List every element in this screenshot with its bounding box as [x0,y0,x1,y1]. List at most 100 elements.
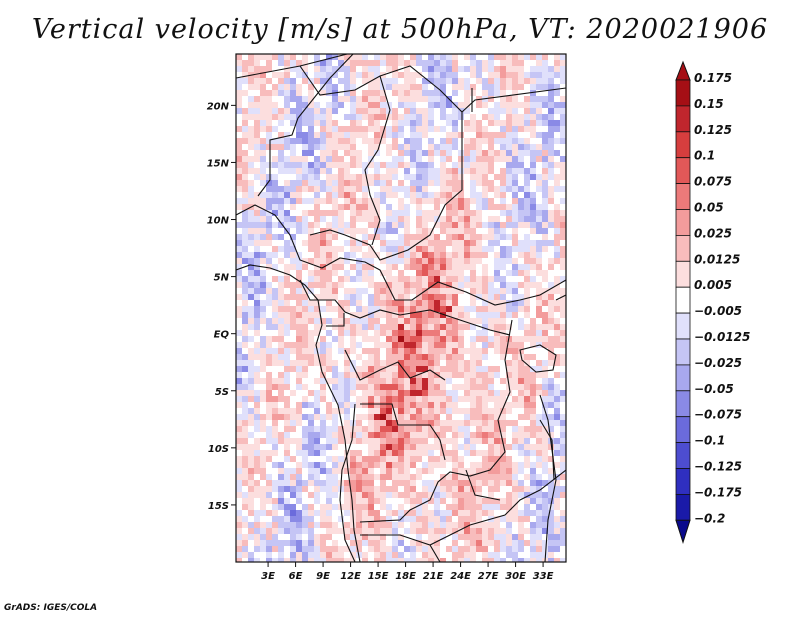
heatmap-cell [326,558,332,562]
heatmap-cell [476,276,482,282]
heatmap-cell [236,66,242,72]
heatmap-cell [338,294,344,300]
colorbar-label: 0.025 [694,226,732,240]
heatmap-cell [392,66,398,72]
heatmap-cell [356,342,362,348]
heatmap-cell [296,96,302,102]
heatmap-cell [260,138,266,144]
border-line [359,319,513,523]
heatmap-cell [464,270,470,276]
heatmap-cell [488,558,494,562]
heatmap-cell [272,198,278,204]
heatmap-cell [374,138,380,144]
heatmap-cell [470,402,476,408]
heatmap-cell [422,270,428,276]
heatmap-cell [506,486,512,492]
heatmap-cell [494,84,500,90]
heatmap-cell [344,234,350,240]
heatmap-cell [278,72,284,78]
heatmap-cell [536,444,542,450]
heatmap-cell [548,384,554,390]
heatmap-cell [290,444,296,450]
heatmap-cell [290,540,296,546]
heatmap-cell [338,558,344,562]
heatmap-cell [488,198,494,204]
heatmap-cell [380,426,386,432]
heatmap-cell [380,318,386,324]
heatmap-cell [368,54,374,60]
heatmap-cell [320,204,326,210]
heatmap-cell [242,288,248,294]
heatmap-cell [560,318,566,324]
heatmap-cell [440,342,446,348]
heatmap-cell [524,270,530,276]
heatmap-cell [428,162,434,168]
heatmap-cell [344,294,350,300]
heatmap-cell [530,360,536,366]
heatmap-cell [494,366,500,372]
heatmap-cell [392,348,398,354]
heatmap-cell [320,66,326,72]
heatmap-cell [242,480,248,486]
heatmap-cell [380,384,386,390]
heatmap-cell [428,144,434,150]
heatmap-cell [320,402,326,408]
heatmap-cell [308,240,314,246]
heatmap-cell [476,72,482,78]
heatmap-cell [392,186,398,192]
colorbar-segment [675,416,691,444]
heatmap-cell [536,240,542,246]
heatmap-cell [272,498,278,504]
heatmap-cell [308,378,314,384]
heatmap-cell [494,204,500,210]
heatmap-cell [368,192,374,198]
heatmap-cell [446,480,452,486]
heatmap-cell [542,54,548,60]
heatmap-cell [392,276,398,282]
heatmap-cell [314,462,320,468]
heatmap-cell [470,108,476,114]
heatmap-cell [356,120,362,126]
heatmap-cell [410,282,416,288]
heatmap-cell [254,84,260,90]
heatmap-cell [470,354,476,360]
heatmap-cell [314,150,320,156]
heatmap-cell [332,426,338,432]
heatmap-cell [344,132,350,138]
heatmap-cell [320,192,326,198]
heatmap-cell [548,96,554,102]
heatmap-cell [410,540,416,546]
heatmap-cell [434,558,440,562]
heatmap-cell [470,84,476,90]
heatmap-cell [362,396,368,402]
heatmap-cell [284,168,290,174]
heatmap-cell [332,528,338,534]
heatmap-cell [332,294,338,300]
heatmap-cell [284,138,290,144]
heatmap-cell [368,528,374,534]
heatmap-cell [488,318,494,324]
heatmap-cell [368,186,374,192]
heatmap-cell [488,336,494,342]
heatmap-cell [344,450,350,456]
heatmap-cell [494,480,500,486]
heatmap-cell [302,546,308,552]
heatmap-cell [548,90,554,96]
heatmap-cell [422,282,428,288]
heatmap-cell [512,366,518,372]
heatmap-cell [482,540,488,546]
heatmap-cell [380,414,386,420]
heatmap-cell [476,402,482,408]
heatmap-cell [554,504,560,510]
heatmap-cell [272,540,278,546]
heatmap-cell [410,222,416,228]
heatmap-cell [548,402,554,408]
heatmap-cell [338,522,344,528]
heatmap-cell [536,90,542,96]
heatmap-cell [548,54,554,60]
heatmap-cell [458,96,464,102]
heatmap-cell [458,342,464,348]
heatmap-cell [248,324,254,330]
heatmap-cell [344,126,350,132]
heatmap-cell [374,132,380,138]
